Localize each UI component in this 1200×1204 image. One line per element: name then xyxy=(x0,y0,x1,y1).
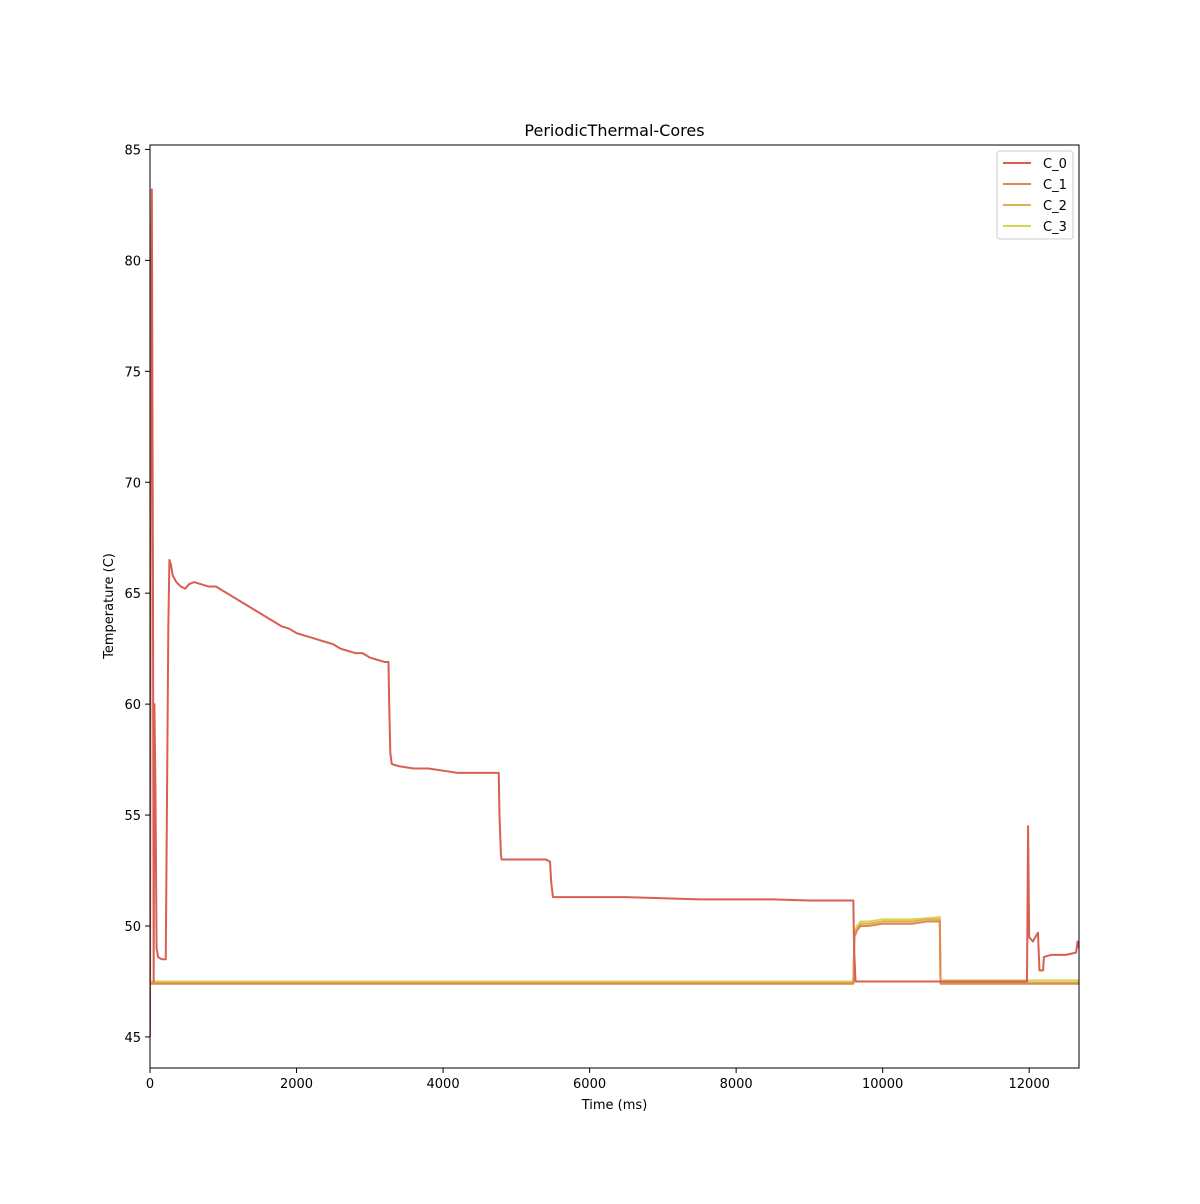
y-tick-label: 85 xyxy=(124,143,141,158)
legend-box xyxy=(996,150,1074,240)
x-axis-label: Time (ms) xyxy=(581,1098,648,1113)
y-axis-label: Temperature (C) xyxy=(102,553,117,660)
x-tick-label: 12000 xyxy=(1009,1077,1050,1092)
legend-label-c0: C_0 xyxy=(1043,157,1067,172)
x-tick-label: 8000 xyxy=(720,1077,753,1092)
x-tick-label: 0 xyxy=(146,1077,154,1092)
y-tick-label: 70 xyxy=(124,476,141,491)
legend-label-c2: C_2 xyxy=(1043,199,1067,214)
y-tick-label: 55 xyxy=(124,809,141,824)
legend-label-c1: C_1 xyxy=(1043,178,1067,193)
y-tick-label: 45 xyxy=(124,1031,141,1046)
y-tick-label: 60 xyxy=(124,698,141,713)
chart-title: PeriodicThermal-Cores xyxy=(524,121,704,140)
x-tick-label: 10000 xyxy=(862,1077,903,1092)
series-line-c0 xyxy=(150,188,1079,1037)
y-tick-label: 80 xyxy=(124,254,141,269)
y-tick-label: 75 xyxy=(124,365,141,380)
x-tick-label: 2000 xyxy=(280,1077,313,1092)
legend: C_0 C_1 C_2 C_3 xyxy=(996,150,1074,240)
series-layer xyxy=(150,188,1079,1037)
plot-frame xyxy=(149,144,1080,1069)
y-tick-label: 65 xyxy=(124,587,141,602)
tick-layer: 0 2000 4000 6000 8000 10000 12000 45 50 55 60 65 70 7… xyxy=(124,143,1049,1092)
legend-label-c3: C_3 xyxy=(1043,220,1067,235)
x-tick-label: 6000 xyxy=(573,1077,606,1092)
y-tick-label: 50 xyxy=(124,920,141,935)
x-tick-label: 4000 xyxy=(427,1077,460,1092)
